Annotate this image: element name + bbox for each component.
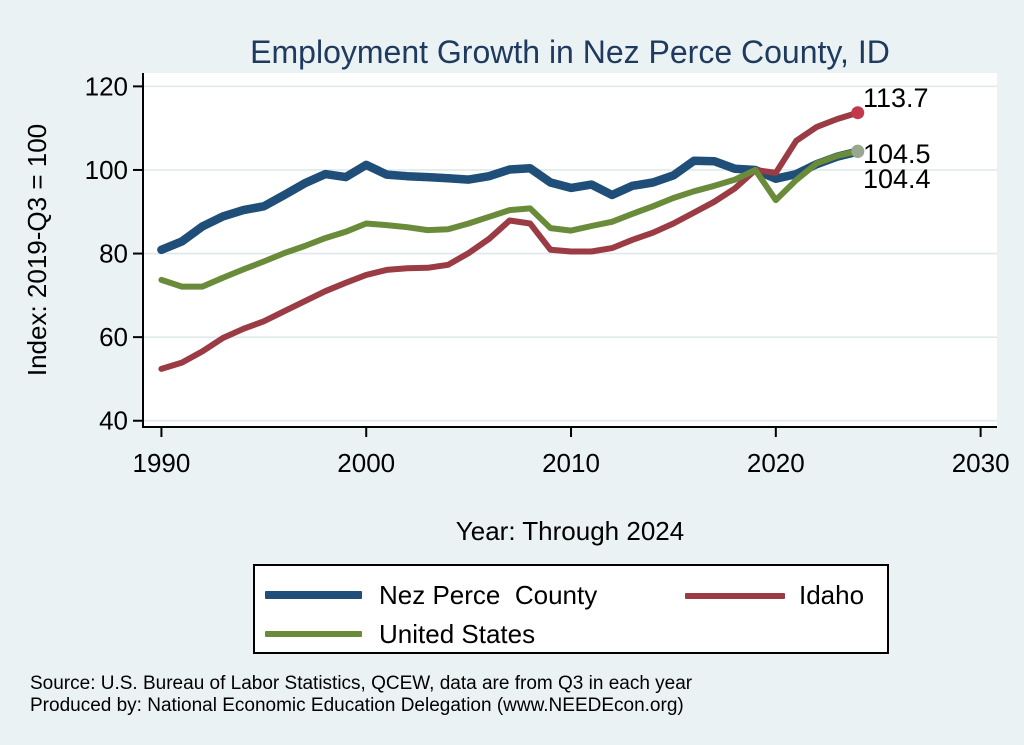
legend-swatch-united-states xyxy=(265,631,362,637)
end-value-label-104.5: 104.5 xyxy=(863,139,931,169)
x-tick-label-2030: 2030 xyxy=(952,448,1010,478)
x-tick-label-2010: 2010 xyxy=(542,448,600,478)
series-end-marker-idaho xyxy=(851,106,865,120)
y-tick-label-80: 80 xyxy=(99,239,128,269)
y-axis-label: Index: 2019-Q3 = 100 xyxy=(22,124,52,376)
y-tick-label-120: 120 xyxy=(85,71,128,101)
y-tick-label-60: 60 xyxy=(99,322,128,352)
end-value-label-113.7: 113.7 xyxy=(863,83,929,113)
x-tick-label-2000: 2000 xyxy=(337,448,395,478)
source-line: Source: U.S. Bureau of Labor Statistics,… xyxy=(30,673,693,694)
legend-label-united-states: United States xyxy=(379,619,536,649)
series-line-united-states xyxy=(158,148,861,290)
series-end-marker-united-states xyxy=(851,144,865,158)
series-line-nez-perce-county xyxy=(157,147,862,255)
x-tick-label-1990: 1990 xyxy=(133,448,191,478)
legend: Nez Perce County Idaho United States xyxy=(253,564,889,654)
legend-swatch-idaho xyxy=(685,593,785,599)
produced-by-line: Produced by: National Economic Education… xyxy=(30,694,684,716)
source-notes: Source: U.S. Bureau of Labor Statistics,… xyxy=(30,673,692,716)
legend-swatch-nez-perce-county xyxy=(265,591,362,599)
legend-label-idaho: Idaho xyxy=(799,580,865,610)
chart-title: Employment Growth in Nez Perce County, I… xyxy=(250,34,890,70)
series-line-idaho xyxy=(158,109,861,372)
y-tick-label-100: 100 xyxy=(85,155,128,185)
x-axis-label: Year: Through 2024 xyxy=(455,516,685,546)
y-tick-label-40: 40 xyxy=(99,406,128,436)
x-tick-label-2020: 2020 xyxy=(747,448,805,478)
legend-label-nez-perce-county: Nez Perce County xyxy=(379,580,598,610)
end-value-label-104.4: 104.4 xyxy=(863,164,931,194)
